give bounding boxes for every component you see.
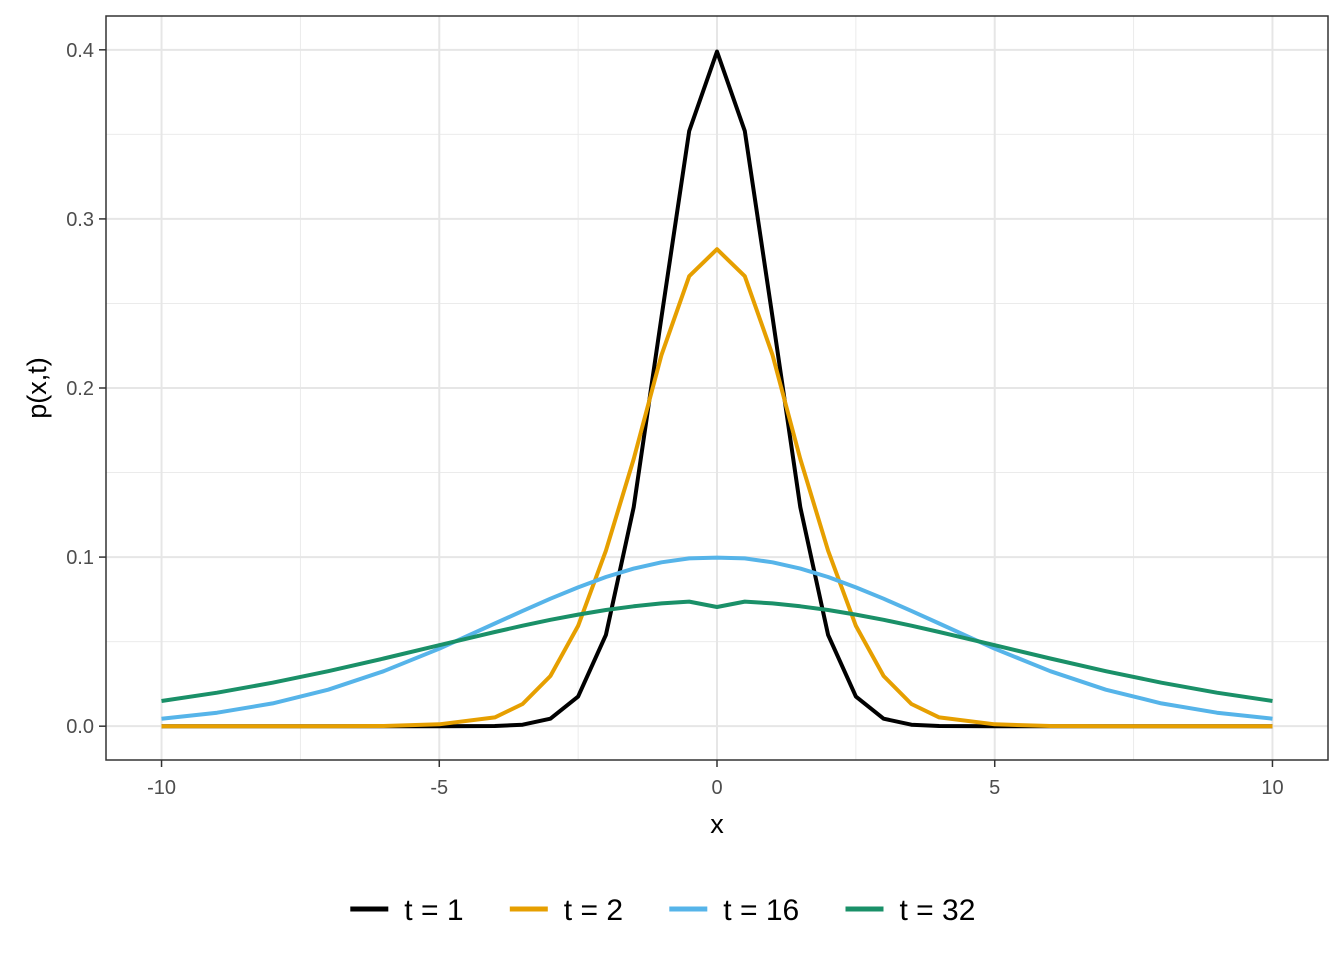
y-tick-label: 0.0: [66, 716, 94, 738]
legend-item-3: t = 16: [669, 894, 799, 927]
series-line-4: [161, 599, 1273, 703]
x-tick-label: -5: [430, 777, 448, 799]
x-axis-title: x: [710, 809, 724, 839]
legend-item-2: t = 2: [509, 894, 623, 927]
legend-label: t = 32: [900, 894, 976, 927]
x-tick-label: -10: [147, 777, 176, 799]
y-tick-label: 0.2: [66, 378, 94, 400]
x-tick-label: 10: [1261, 777, 1283, 799]
y-axis-title: p(x,t): [22, 357, 52, 419]
y-tick-label: 0.4: [66, 40, 94, 62]
legend-item-4: t = 32: [845, 894, 976, 927]
series-lines: [161, 49, 1273, 729]
series-line-2: [161, 247, 1273, 729]
x-tick-label: 5: [989, 777, 1000, 799]
x-tick-label: 0: [711, 777, 722, 799]
series-line-3: [161, 555, 1273, 721]
legend-label: t = 1: [404, 894, 463, 927]
legend-item-1: t = 1: [350, 894, 464, 927]
x-axis: -10 -5 0 5 10: [147, 760, 1284, 799]
y-tick-label: 0.3: [66, 209, 94, 231]
legend: t = 1 t = 2 t = 16 t = 32: [350, 894, 975, 927]
y-tick-label: 0.1: [66, 547, 94, 569]
legend-label: t = 16: [723, 894, 799, 927]
legend-label: t = 2: [564, 894, 623, 927]
y-axis: 0.0 0.1 0.2 0.3 0.4: [66, 40, 106, 738]
